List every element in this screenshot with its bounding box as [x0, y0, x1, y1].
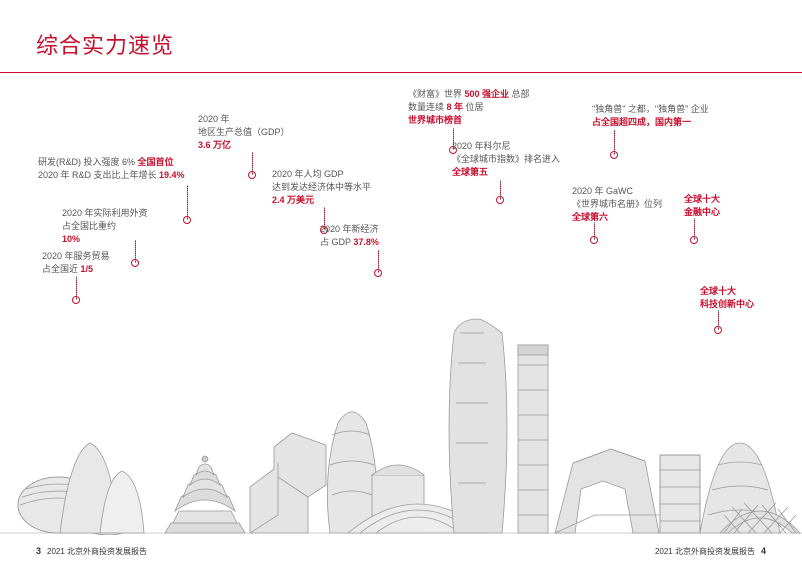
- callout-text: 《全球城市指数》排名进入: [452, 154, 560, 164]
- callout-leader: [252, 152, 253, 175]
- callout-text: 位居: [463, 102, 484, 112]
- callout-text: 2020 年: [198, 114, 230, 124]
- callout-text: 1/5: [81, 264, 94, 274]
- callout-text: 2020 年实际利用外资: [62, 208, 148, 218]
- callout-text: 2020 年新经济: [320, 224, 379, 234]
- callout-leader: [614, 130, 615, 155]
- callout-text: 37.8%: [353, 237, 379, 247]
- callout-text: 达到发达经济体中等水平: [272, 182, 371, 192]
- callout-c_neweco: 2020 年新经济占 GDP 37.8%: [320, 223, 440, 249]
- callout-leader: [135, 240, 136, 263]
- callout-c_unicorn: "独角兽" 之都，"独角兽" 企业占全国超四成，国内第一: [592, 103, 772, 129]
- callout-text: 全球十大: [684, 194, 720, 204]
- callout-text: 数量连续: [408, 102, 447, 112]
- callout-text: 19.4%: [159, 170, 185, 180]
- callout-text: 《世界城市名册》位列: [572, 199, 662, 209]
- callout-text: 《财富》世界: [408, 89, 465, 99]
- callout-text: 占全国近: [42, 264, 81, 274]
- callout-leader: [187, 185, 188, 220]
- callout-text: "独角兽" 之都，"独角兽" 企业: [592, 104, 709, 114]
- callout-c_tech: 全球十大科技创新中心: [700, 285, 790, 311]
- report-name-right: 2021 北京外商投资发展报告: [655, 546, 755, 557]
- callout-text: 占 GDP: [320, 237, 353, 247]
- callout-text: 全球第五: [452, 167, 488, 177]
- callout-text: 全球十大: [700, 286, 736, 296]
- callout-leader: [378, 250, 379, 273]
- callout-leader: [76, 276, 77, 300]
- callout-c_rd: 研发(R&D) 投入强度 6% 全国首位 2020 年 R&D 支出比上年增长 1…: [38, 156, 208, 182]
- page-title: 综合实力速览: [36, 28, 766, 60]
- callout-leader: [694, 218, 695, 240]
- callout-c_gdp: 2020 年地区生产总值（GDP） 3.6 万亿: [198, 113, 308, 152]
- callout-text: 2020 年人均 GDP: [272, 169, 344, 179]
- callout-c_kearney: 2020 年科尔尼《全球城市指数》排名进入全球第五: [452, 140, 612, 179]
- callout-leader: [594, 222, 595, 240]
- callout-text: 世界城市榜首: [408, 115, 462, 125]
- callout-text: 2.4 万美元: [272, 195, 314, 205]
- callout-text: 2020 年 R&D 支出比上年增长: [38, 170, 159, 180]
- callout-c_gawc: 2020 年 GaWC 《世界城市名册》位列全球第六: [572, 185, 692, 224]
- callout-text: 科技创新中心: [700, 299, 754, 309]
- callout-text: 全球第六: [572, 212, 608, 222]
- page-number-left: 3: [36, 546, 41, 556]
- callout-text: 3.6 万亿: [198, 140, 231, 150]
- callout-text: 地区生产总值（GDP）: [198, 127, 290, 137]
- callout-c_fortune: 《财富》世界 500 强企业 总部数量连续 8 年 位居世界城市榜首: [408, 88, 578, 127]
- callout-leader: [718, 310, 719, 330]
- callout-c_fin: 全球十大金融中心: [684, 193, 774, 219]
- callout-text: 占全国超四成，国内第一: [592, 117, 691, 127]
- callout-text: 研发(R&D) 投入强度 6%: [38, 157, 138, 167]
- footer: 3 2021 北京外商投资发展报告 2021 北京外商投资发展报告 4: [36, 546, 766, 557]
- title-rule: [0, 72, 802, 73]
- report-name-left: 2021 北京外商投资发展报告: [47, 546, 147, 557]
- callout-text: 10%: [62, 234, 80, 244]
- callout-c_fdi: 2020 年实际利用外资占全国比重约 10%: [62, 207, 192, 246]
- page-number-right: 4: [761, 546, 766, 556]
- callout-leader: [500, 180, 501, 200]
- callout-text: 占全国比重约: [62, 221, 116, 231]
- callout-text: 金融中心: [684, 207, 720, 217]
- callout-c_percap: 2020 年人均 GDP 达到发达经济体中等水平 2.4 万美元: [272, 168, 412, 207]
- callout-text: 总部: [509, 89, 530, 99]
- callout-text: 2020 年服务贸易: [42, 251, 110, 261]
- callout-text: 500 强企业: [465, 89, 510, 99]
- callout-text: 2020 年 GaWC: [572, 186, 633, 196]
- callout-text: 8 年: [447, 102, 464, 112]
- callout-text: 全国首位: [138, 157, 174, 167]
- callout-text: 2020 年科尔尼: [452, 141, 511, 151]
